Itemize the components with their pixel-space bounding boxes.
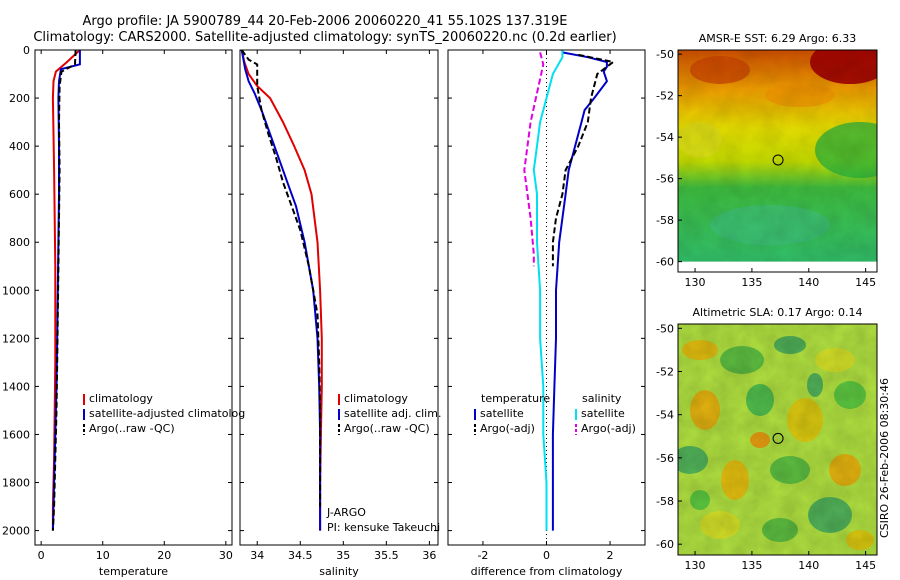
series-line-0 [240, 49, 323, 531]
difference-legend-heading-temperature: temperature [481, 392, 550, 405]
map-x-tick-label-1: 135 [741, 276, 762, 289]
temperature-legend-entry-1: satellite-adjusted climatolog [89, 407, 245, 420]
map-texture [678, 324, 877, 555]
temperature-profile: 0 10 20 30 temperature 0 200 400 600 800 1000 1200 1… [2, 44, 233, 578]
figure-title-line1: Argo profile: JA 5900789_44 20-Feb-2006 … [82, 14, 568, 29]
series-line-2 [51, 49, 77, 531]
map-frame [677, 323, 878, 556]
salinity-legend: climatology satellite adj. clim. Argo(..ra… [326, 392, 441, 534]
difference-profile: -2 0 2 difference from climatology [447, 49, 646, 578]
x-tick-label-0: 34 [250, 549, 264, 562]
series-line-1 [51, 50, 81, 531]
series-line-0 [551, 51, 609, 531]
map-y-tick-label-2: -54 [656, 131, 674, 144]
map-y-tick-label-3: -56 [656, 452, 674, 465]
map-x-tick-label-3: 145 [855, 276, 876, 289]
missing-data-band [678, 261, 877, 272]
x-tick-label-3: 35.5 [374, 549, 399, 562]
map-frame [677, 49, 878, 273]
profile-location-marker [772, 432, 784, 444]
x-tick-label-1: 10 [96, 549, 110, 562]
x-tick-label-1: 0 [543, 549, 550, 562]
y-tick-label-7: 1400 [2, 380, 30, 393]
salinity-legend-entry-1: satellite adj. clim. [344, 407, 441, 420]
map-y-tick-label-4: -58 [656, 214, 674, 227]
x-tick-label-3: 30 [219, 549, 233, 562]
map-y-tick-label-1: -52 [656, 90, 674, 103]
x-axis-label: difference from climatology [471, 565, 623, 578]
x-tick-label-2: 35 [336, 549, 350, 562]
plot-frame [34, 49, 233, 546]
y-tick-label-6: 1200 [2, 332, 30, 345]
series-line-2 [240, 49, 322, 507]
map-field [678, 50, 877, 272]
y-tick-label-4: 800 [9, 236, 30, 249]
y-tick-label-3: 600 [9, 188, 30, 201]
figure-title-line2: Climatology: CARS2000. Satellite-adjuste… [33, 30, 617, 45]
altimetric-sla-map: Altimetric SLA: 0.17 Argo: 0.14 130 135 140… [656, 306, 878, 572]
map-y-tick-label-0: -50 [656, 322, 674, 335]
y-tick-label-2: 400 [9, 140, 30, 153]
map-y-tick-label-0: -50 [656, 48, 674, 61]
y-tick-label-8: 1600 [2, 428, 30, 441]
difference-legend-temp-argo: Argo(-adj) [480, 422, 535, 435]
amsre-sst-map: AMSR-E SST: 6.29 Argo: 6.33 130 135 140 145 -… [656, 32, 878, 289]
y-tick-label-1: 200 [9, 92, 30, 105]
map-x-tick-label-1: 135 [741, 559, 762, 572]
salinity-legend-entry-0: climatology [344, 392, 408, 405]
map-field [678, 324, 877, 555]
map-title: AMSR-E SST: 6.29 Argo: 6.33 [699, 32, 857, 45]
difference-legend-sal-argo: Argo(-adj) [581, 422, 636, 435]
y-tick-label-5: 1000 [2, 284, 30, 297]
y-tick-label-0: 0 [23, 44, 30, 57]
x-axis-label: temperature [99, 565, 168, 578]
annotation-project: J-ARGO [326, 506, 366, 519]
series-line-1 [240, 49, 322, 531]
difference-legend-heading-salinity: salinity [582, 392, 622, 405]
x-tick-label-0: -2 [477, 549, 488, 562]
x-tick-label-4: 36 [422, 549, 436, 562]
profile-location-marker [772, 154, 784, 166]
series-line-2 [532, 50, 564, 531]
map-y-tick-label-4: -58 [656, 495, 674, 508]
annotation-pi: PI: kensuke Takeuchi [327, 521, 440, 534]
x-tick-label-0: 0 [38, 549, 45, 562]
credit-label: CSIRO 26-Feb-2006 08:30:46 [878, 377, 891, 538]
map-x-tick-label-0: 130 [685, 276, 706, 289]
salinity-profile: 34 34.5 35 35.5 36 salinity [239, 49, 439, 578]
series-line-1 [551, 53, 616, 267]
salinity-legend-entry-2: Argo(..raw -QC) [344, 422, 430, 435]
map-y-tick-label-3: -56 [656, 173, 674, 186]
x-tick-label-1: 34.5 [288, 549, 313, 562]
plot-frame [239, 49, 439, 546]
map-y-tick-label-1: -52 [656, 365, 674, 378]
temperature-legend-entry-0: climatology [89, 392, 153, 405]
y-tick-label-10: 2000 [2, 525, 30, 538]
difference-legend-temp-satellite: satellite [480, 407, 524, 420]
temperature-legend: climatology satellite-adjusted climatolog… [83, 392, 245, 435]
y-tick-label-9: 1800 [2, 477, 30, 490]
map-x-tick-label-0: 130 [685, 559, 706, 572]
x-axis-label: salinity [319, 565, 359, 578]
map-y-tick-label-2: -54 [656, 409, 674, 422]
map-y-tick-label-5: -60 [656, 256, 674, 269]
temperature-legend-entry-2: Argo(..raw -QC) [89, 422, 175, 435]
difference-legend: temperature satellite Argo(-adj) salinity sa… [474, 392, 636, 435]
map-title: Altimetric SLA: 0.17 Argo: 0.14 [692, 306, 862, 319]
difference-legend-sal-satellite: satellite [581, 407, 625, 420]
map-x-tick-label-3: 145 [855, 559, 876, 572]
map-x-tick-label-2: 140 [798, 559, 819, 572]
map-texture [678, 50, 877, 272]
series-line-3 [523, 52, 545, 267]
x-tick-label-2: 20 [157, 549, 171, 562]
map-y-tick-label-5: -60 [656, 538, 674, 551]
x-tick-label-2: 2 [607, 549, 614, 562]
map-x-tick-label-2: 140 [798, 276, 819, 289]
